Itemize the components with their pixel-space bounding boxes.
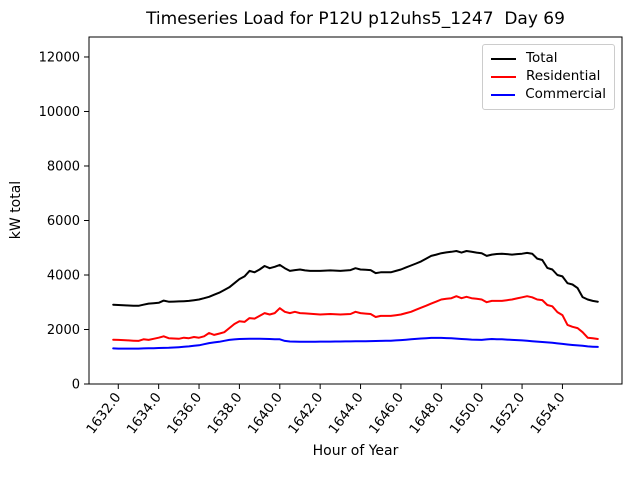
residential-line-icon: [491, 76, 516, 78]
chart-title: Timeseries Load for P12U p12uhs5_1247 Da…: [146, 9, 565, 29]
legend-label-total: Total: [526, 50, 558, 67]
x-tick-label: 1634.0: [124, 390, 165, 437]
x-tick-label: 1650.0: [447, 390, 488, 437]
y-axis-label: kW total: [8, 180, 24, 240]
legend: Total Residential Commercial: [482, 44, 615, 110]
y-tick-label: 8000: [47, 159, 80, 174]
x-tick-label: 1652.0: [487, 390, 528, 437]
series-line-commercial: [112, 336, 599, 350]
x-tick-label: 1632.0: [83, 390, 124, 437]
commercial-line-icon: [491, 94, 516, 96]
x-axis-label: Hour of Year: [312, 443, 399, 459]
y-tick-label: 10000: [39, 105, 80, 120]
plot-area: [88, 36, 623, 385]
x-tick-label: 1644.0: [326, 390, 367, 437]
series-line-total: [112, 250, 599, 307]
y-tick-label: 0: [72, 378, 80, 393]
x-tick-label: 1636.0: [164, 390, 205, 437]
legend-label-residential: Residential: [526, 68, 601, 85]
x-tick-label: 1638.0: [204, 390, 245, 437]
legend-item-residential: Residential: [491, 70, 606, 84]
x-tick-label: 1640.0: [245, 390, 286, 437]
y-tick-label: 4000: [47, 268, 80, 283]
legend-item-commercial: Commercial: [491, 88, 606, 102]
y-tick-label: 2000: [47, 323, 80, 338]
x-tick-label: 1654.0: [527, 390, 568, 437]
y-tick-label: 12000: [39, 50, 80, 65]
x-tick-label: 1646.0: [366, 390, 407, 437]
legend-label-commercial: Commercial: [525, 86, 606, 103]
x-tick-label: 1648.0: [406, 390, 447, 437]
legend-item-total: Total: [491, 52, 606, 66]
x-tick-label: 1642.0: [285, 390, 326, 437]
total-line-icon: [491, 58, 516, 60]
series-line-residential: [112, 295, 599, 342]
y-tick-label: 6000: [47, 214, 80, 229]
